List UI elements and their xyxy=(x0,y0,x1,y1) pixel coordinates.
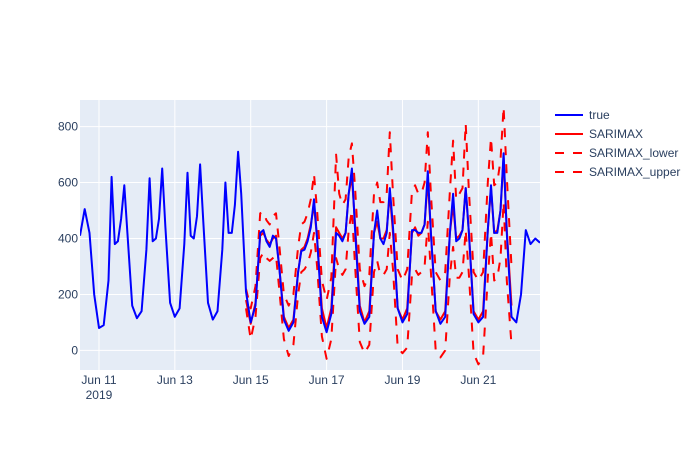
legend-item-sarimax-upper[interactable]: SARIMAX_upper xyxy=(555,165,680,179)
y-tick-label: 0 xyxy=(71,343,78,357)
legend-label: SARIMAX xyxy=(589,127,643,141)
series-lines xyxy=(80,106,540,366)
y-tick-label: 200 xyxy=(58,287,78,301)
legend-label: SARIMAX_upper xyxy=(589,165,680,179)
legend-label: true xyxy=(589,108,610,122)
legend-item-sarimax-lower[interactable]: SARIMAX_lower xyxy=(555,146,678,160)
legend-label: SARIMAX_lower xyxy=(589,146,678,160)
x-tick-label: Jun 17 xyxy=(309,373,345,387)
x-tick-label: Jun 11 xyxy=(81,373,116,387)
legend[interactable]: true SARIMAX SARIMAX_lower SARIMAX_upper xyxy=(555,108,680,179)
x-tick-year-label: 2019 xyxy=(86,388,113,402)
y-axis-ticks: 0 200 400 600 800 xyxy=(58,120,78,358)
x-tick-label: Jun 13 xyxy=(157,373,193,387)
y-tick-label: 800 xyxy=(58,120,78,134)
x-tick-label: Jun 19 xyxy=(384,373,420,387)
legend-item-true[interactable]: true xyxy=(555,108,610,122)
x-tick-label: Jun 21 xyxy=(460,373,496,387)
y-tick-label: 400 xyxy=(58,231,78,245)
legend-item-sarimax[interactable]: SARIMAX xyxy=(555,127,643,141)
series-line-true[interactable] xyxy=(80,150,540,334)
x-tick-label: Jun 15 xyxy=(233,373,269,387)
series-line-sarimax-upper[interactable] xyxy=(245,106,513,310)
y-tick-label: 600 xyxy=(58,176,78,190)
